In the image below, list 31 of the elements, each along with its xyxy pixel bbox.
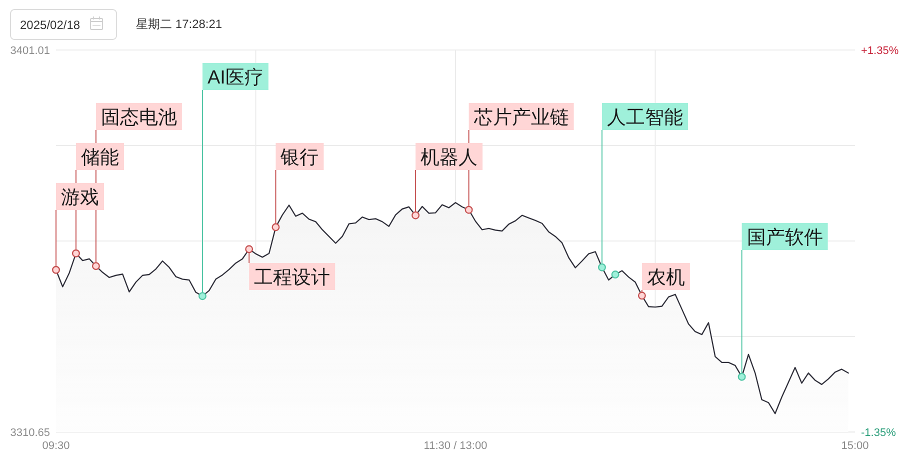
data-label: 人工智能	[606, 108, 683, 128]
event-label: 固态电池	[96, 103, 182, 130]
event-label: 农机	[642, 263, 690, 290]
data-label: 芯片产业链	[472, 108, 569, 128]
event-label: 游戏	[56, 183, 104, 210]
data-label: 国产软件	[746, 228, 823, 248]
x-tick-label: 11:30 / 13:00	[424, 440, 488, 452]
y2-tick-label: -1.35%	[861, 427, 896, 439]
x-tick-label: 09:30	[42, 440, 70, 452]
y-tick-label: 3401.01	[10, 45, 50, 57]
event-label: 机器人	[416, 143, 483, 170]
data-label: 游戏	[61, 188, 99, 208]
subtitle: 星期二 17:28:21	[136, 17, 222, 31]
event-label: AI医疗	[202, 63, 268, 90]
event-label: 芯片产业链	[468, 103, 574, 130]
data-label: 储能	[80, 148, 119, 168]
data-label: 农机	[646, 268, 685, 288]
title: 2025/02/18	[20, 18, 80, 32]
data-label: 固态电池	[100, 108, 177, 128]
event-label: 银行	[276, 143, 324, 170]
data-label: 机器人	[420, 148, 478, 168]
event-label: 人工智能	[602, 103, 688, 130]
data-label: 银行	[280, 148, 319, 168]
x-tick-label: 15:00	[841, 440, 869, 452]
event-label: 储能	[76, 143, 124, 170]
event-label: 工程设计	[249, 263, 336, 290]
y2-tick-label: +1.35%	[861, 45, 899, 57]
y-tick-label: 3310.65	[10, 427, 50, 439]
data-label: AI医疗	[207, 68, 264, 88]
event-label: 国产软件	[742, 223, 828, 250]
data-label: 工程设计	[254, 268, 330, 288]
